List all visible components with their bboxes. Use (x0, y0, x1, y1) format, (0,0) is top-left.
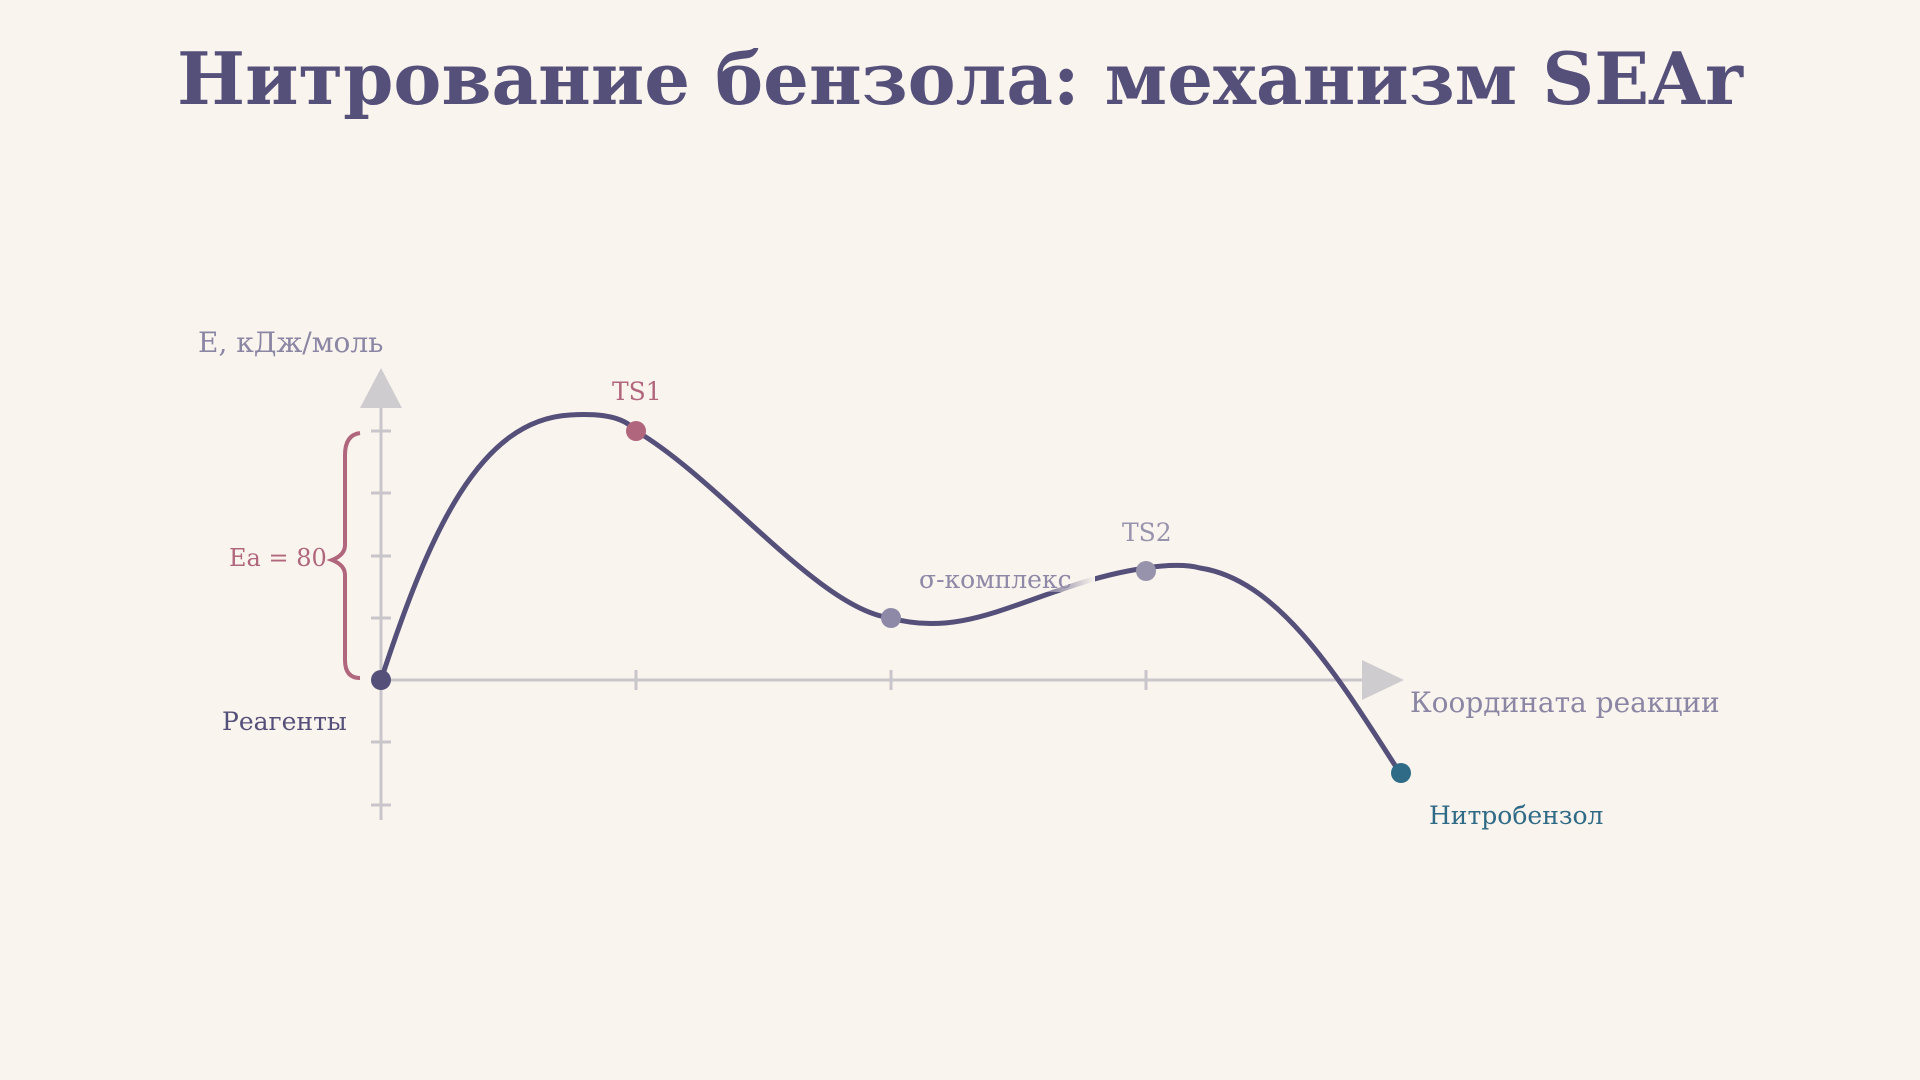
sigma-label-fade (1030, 572, 1095, 592)
reactants-label: Реагенты (222, 707, 347, 736)
sigma-complex-point (881, 608, 901, 628)
sigma-complex-label: σ-комплекс (919, 565, 1072, 594)
product-label: Нитробензол (1429, 801, 1603, 830)
y-ticks (371, 429, 391, 807)
x-ticks (634, 670, 1148, 690)
y-axis-label: E, кДж/моль (198, 326, 383, 359)
activation-energy-label: Ea = 80 (229, 544, 327, 572)
page-title: Нитрование бензола: механизм SEAr (177, 36, 1743, 121)
x-axis-arrow (1362, 660, 1404, 700)
ts2-point (1136, 561, 1156, 581)
reactants-point (371, 670, 391, 690)
x-axis-label: Координата реакции (1410, 686, 1720, 719)
energy-curve (378, 412, 1403, 776)
y-axis-arrow (360, 368, 402, 408)
activation-brace (326, 431, 361, 680)
ts1-label: TS1 (612, 377, 662, 406)
ts2-label: TS2 (1122, 518, 1172, 547)
product-point (1391, 763, 1411, 783)
ts1-point (626, 421, 646, 441)
